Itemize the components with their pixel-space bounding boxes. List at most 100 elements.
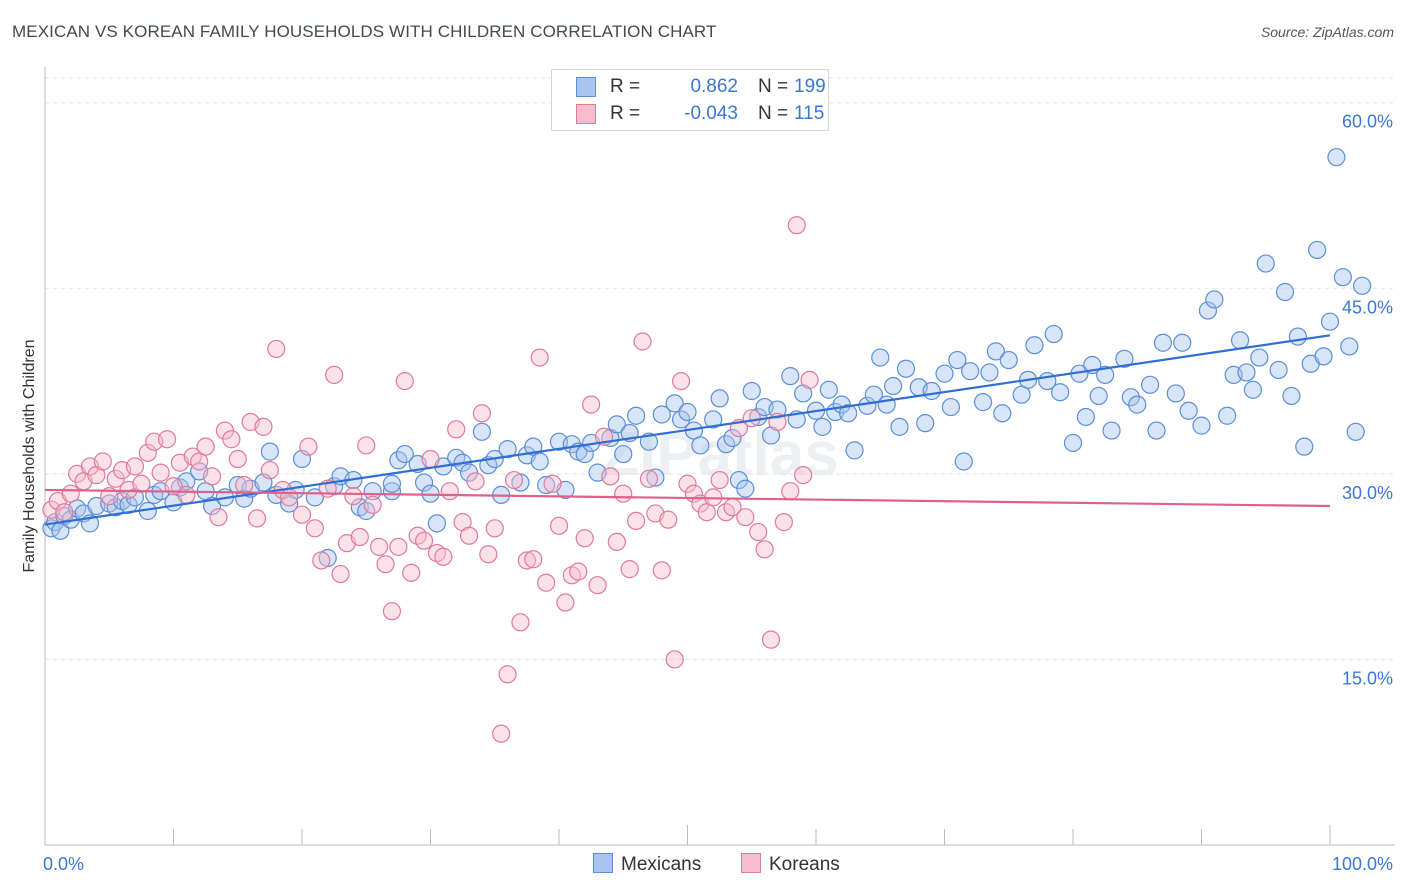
y-tick-label: 30.0%: [1342, 483, 1393, 503]
point-mexicans: [986, 342, 1006, 361]
point-mexicans: [537, 475, 556, 495]
point-mexicans: [742, 381, 761, 401]
point-mexicans: [999, 350, 1018, 370]
point-koreans: [492, 724, 511, 743]
point-mexicans: [1353, 276, 1372, 295]
point-koreans: [620, 560, 639, 579]
point-koreans: [582, 395, 601, 414]
point-koreans: [710, 470, 729, 490]
point-mexicans: [1096, 365, 1115, 385]
point-mexicans: [414, 473, 434, 492]
point-koreans: [678, 474, 697, 493]
point-koreans: [569, 562, 588, 581]
point-koreans: [325, 365, 344, 385]
point-koreans: [434, 547, 453, 566]
point-mexicans: [993, 404, 1012, 423]
point-koreans: [742, 409, 761, 428]
point-koreans: [138, 443, 157, 462]
point-koreans: [511, 613, 530, 632]
legend-swatch-mexicans: [576, 77, 596, 97]
point-mexicans: [922, 381, 941, 401]
legend-n-label: N =: [758, 103, 789, 124]
point-mexicans: [363, 482, 382, 501]
point-mexicans: [1025, 336, 1044, 355]
point-mexicans: [1173, 333, 1192, 352]
point-koreans: [749, 522, 768, 542]
point-mexicans: [1140, 375, 1160, 394]
point-koreans: [235, 475, 254, 495]
point-koreans: [524, 550, 543, 569]
point-mexicans: [626, 406, 646, 425]
x-tick-label: 0.0%: [43, 854, 84, 874]
y-tick-label: 60.0%: [1342, 112, 1393, 132]
point-koreans: [626, 511, 646, 530]
point-mexicans: [427, 514, 447, 533]
bottom-legend-koreans: Koreans: [741, 853, 840, 876]
point-mexicans: [1102, 421, 1121, 440]
source-label: Source: ZipAtlas.com: [1260, 24, 1394, 40]
legend-n-label: N =: [758, 76, 789, 97]
point-koreans: [794, 466, 813, 485]
point-mexicans: [980, 363, 999, 382]
point-mexicans: [1044, 324, 1063, 344]
point-mexicans: [678, 402, 697, 422]
point-mexicans: [781, 367, 800, 386]
point-mexicans: [1051, 383, 1070, 402]
point-koreans: [472, 404, 491, 423]
point-koreans: [55, 503, 74, 522]
point-koreans: [312, 551, 331, 570]
point-mexicans: [1166, 384, 1185, 403]
legend-r-value: 0.862: [690, 76, 738, 97]
point-koreans: [132, 474, 151, 493]
point-mexicans: [1089, 386, 1108, 406]
point-koreans: [414, 531, 434, 550]
point-koreans: [485, 519, 504, 538]
point-mexicans: [935, 364, 954, 383]
point-mexicans: [736, 479, 755, 498]
point-koreans: [736, 508, 755, 527]
point-mexicans: [1179, 401, 1198, 420]
point-koreans: [157, 430, 177, 449]
point-mexicans: [1333, 268, 1352, 287]
point-mexicans: [961, 362, 980, 381]
point-koreans: [601, 467, 620, 486]
point-mexicans: [1295, 437, 1314, 456]
point-koreans: [177, 485, 196, 505]
point-mexicans: [202, 496, 222, 516]
point-koreans: [421, 449, 440, 469]
point-koreans: [633, 332, 652, 351]
point-mexicans: [871, 348, 890, 367]
point-mexicans: [916, 414, 935, 433]
point-mexicans: [839, 404, 858, 423]
point-mexicans: [1128, 395, 1147, 414]
point-mexicans: [646, 468, 665, 487]
point-mexicans: [948, 350, 967, 370]
point-koreans: [787, 216, 806, 235]
point-koreans: [228, 449, 247, 469]
point-koreans: [344, 487, 363, 506]
y-tick-label: 15.0%: [1342, 668, 1393, 688]
point-mexicans: [1282, 386, 1301, 406]
point-koreans: [588, 576, 607, 595]
point-mexicans: [395, 444, 414, 464]
point-mexicans: [845, 441, 864, 460]
point-mexicans: [1063, 433, 1083, 453]
y-tick-label: 45.0%: [1342, 297, 1393, 317]
point-koreans: [376, 555, 395, 574]
point-mexicans: [1205, 290, 1224, 309]
point-koreans: [517, 551, 536, 570]
point-mexicans: [1121, 388, 1140, 407]
point-koreans: [755, 540, 774, 559]
point-koreans: [299, 437, 318, 456]
point-koreans: [247, 509, 267, 528]
point-mexicans: [1269, 360, 1288, 380]
bottom-legend-label-mexicans: Mexicans: [621, 854, 702, 875]
point-koreans: [93, 452, 112, 471]
point-mexicans: [1076, 407, 1095, 427]
point-koreans: [665, 650, 684, 669]
point-koreans: [543, 474, 562, 493]
point-koreans: [125, 457, 145, 476]
point-koreans: [402, 563, 421, 582]
axes: [44, 67, 1395, 846]
